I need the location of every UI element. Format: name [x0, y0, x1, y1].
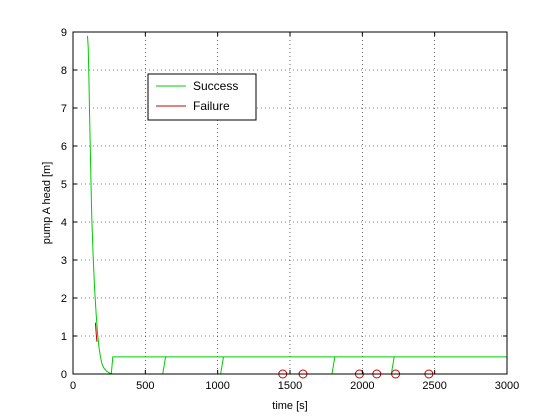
x-tick-label: 0 [70, 380, 76, 392]
grid [73, 32, 507, 374]
y-tick-label: 6 [61, 141, 67, 153]
legend-entry-failure: Failure [193, 99, 230, 113]
y-tick-label: 4 [61, 217, 67, 229]
series-line-failure [94, 322, 98, 342]
plot-area [73, 32, 507, 374]
tick-labels: 0 500 1000 1500 2000 2500 3000 0 1 2 3 4 5 6 7 8 9 [61, 27, 519, 392]
legend-box [147, 73, 257, 121]
x-tick-label: 2000 [350, 380, 374, 392]
y-tick-label: 7 [61, 103, 67, 115]
y-tick-label: 3 [61, 255, 67, 267]
x-tick-label: 500 [136, 380, 154, 392]
y-tick-label: 8 [61, 65, 67, 77]
y-tick-label: 0 [61, 369, 67, 381]
legend: Success Failure [147, 73, 257, 121]
y-tick-label: 5 [61, 179, 67, 191]
series-line-success [87, 35, 113, 375]
series-line-success [162, 356, 167, 375]
legend-entry-success: Success [193, 79, 238, 93]
series-line-success [390, 356, 395, 375]
x-tick-label: 1500 [278, 380, 302, 392]
series-line-success [110, 356, 507, 375]
x-tick-label: 1000 [205, 380, 229, 392]
y-tick-label: 1 [61, 331, 67, 343]
x-tick-label: 2500 [422, 380, 446, 392]
y-tick-label: 2 [61, 293, 67, 305]
series-line-success [220, 356, 224, 375]
x-axis-label: time [s] [272, 400, 307, 412]
series-line-success [331, 356, 336, 375]
ticks [72, 31, 508, 375]
y-tick-label: 9 [61, 27, 67, 39]
y-axis-label: pump A head [m] [41, 162, 53, 245]
x-tick-label: 3000 [495, 380, 519, 392]
